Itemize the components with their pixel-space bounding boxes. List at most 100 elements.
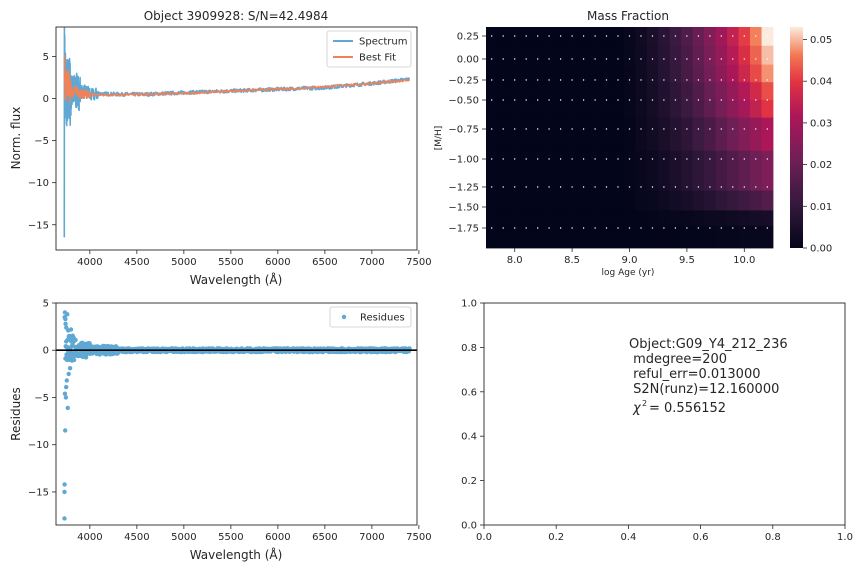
heatmap-cell	[497, 82, 510, 101]
heatmap-cell	[577, 225, 590, 249]
info-chi2-value: = 0.556152	[649, 401, 726, 416]
grid-node-dot	[766, 227, 768, 229]
grid-node-dot	[617, 158, 619, 160]
info-y-tick-label: 1.0	[461, 299, 477, 310]
heatmap-cell	[497, 64, 510, 83]
grid-node-dot	[548, 35, 550, 37]
grid-node-dot	[709, 79, 711, 81]
grid-node-dot	[628, 99, 631, 101]
heatmap-cell	[692, 210, 705, 227]
heatmap-cell	[727, 117, 739, 152]
heatmap-cell	[681, 210, 694, 227]
heatmap-cell	[715, 99, 728, 119]
heatmap-cell	[589, 82, 602, 101]
heatmap-cell	[554, 45, 567, 65]
grid-node-dot	[582, 158, 585, 160]
heatmap-cell	[704, 45, 716, 65]
heatmap-cell	[520, 225, 533, 249]
grid-node-dot	[502, 128, 504, 130]
grid-node-dot	[502, 79, 504, 81]
legend-residues-label: Residues	[360, 313, 405, 324]
heatmap-cell	[486, 99, 498, 119]
spectrum-plot-area	[63, 27, 411, 238]
residue-point	[62, 315, 67, 320]
heatmap-cell	[486, 117, 498, 152]
heatmap-cell	[623, 150, 636, 191]
info-x-ticks: 0.0 0.2 0.4 0.6 0.8 1.0	[476, 525, 853, 543]
residues-y-tick-label: −10	[28, 440, 49, 451]
grid-node-dot	[720, 58, 722, 60]
heatmap-cell	[520, 210, 533, 227]
grid-node-dot	[743, 58, 745, 60]
residues-y-label: Residues	[9, 387, 23, 441]
grid-node-dot	[571, 128, 573, 130]
heatmap-y-tick-label: −1.25	[448, 183, 479, 194]
grid-node-dot	[525, 99, 527, 101]
grid-node-dot	[491, 158, 493, 160]
grid-node-dot	[491, 35, 493, 37]
heatmap-y-tick-label: −1.50	[448, 203, 479, 214]
heatmap-cell	[761, 190, 774, 211]
grid-node-dot	[674, 35, 677, 37]
heatmap-cell	[486, 64, 498, 83]
grid-node-dot	[651, 128, 654, 130]
heatmap-cell	[577, 64, 590, 83]
grid-node-dot	[628, 35, 631, 37]
spectrum-x-tick-label: 7500	[406, 257, 431, 268]
spectrum-y-label: Norm. flux	[9, 107, 23, 170]
grid-node-dot	[491, 58, 493, 60]
grid-node-dot	[559, 128, 562, 130]
heatmap-cell	[646, 210, 659, 227]
grid-node-dot	[640, 35, 642, 37]
grid-node-dot	[651, 158, 654, 160]
spectrum-y-tick-label: 5	[43, 52, 49, 63]
heatmap-cell	[554, 150, 567, 191]
heatmap-y-tick-label: −1.75	[448, 224, 479, 235]
grid-node-dot	[582, 58, 585, 60]
grid-node-dot	[537, 227, 539, 229]
grid-node-dot	[640, 227, 642, 229]
grid-node-dot	[514, 35, 516, 37]
grid-node-dot	[732, 128, 734, 130]
info-y-tick-label: 0.6	[461, 387, 477, 398]
residues-plot-area	[56, 310, 417, 521]
colorbar-tick-label: 0.01	[810, 202, 832, 213]
heatmap-cell	[681, 117, 694, 152]
grid-node-dot	[743, 227, 745, 229]
grid-node-dot	[743, 158, 745, 160]
grid-node-dot	[582, 227, 585, 229]
grid-node-dot	[720, 158, 722, 160]
grid-node-dot	[674, 79, 677, 81]
grid-node-dot	[720, 128, 722, 130]
heatmap-cell	[508, 117, 521, 152]
grid-node-dot	[732, 58, 734, 60]
grid-node-dot	[548, 79, 550, 81]
heatmap-cell	[543, 225, 556, 249]
heatmap-cell	[669, 64, 682, 83]
heatmap-cell	[658, 45, 671, 65]
heatmap-cell	[761, 64, 774, 83]
grid-node-dot	[651, 79, 654, 81]
heatmap-y-tick-label: 0.25	[457, 32, 479, 43]
heatmap-cell	[531, 117, 544, 152]
heatmap-cell	[543, 82, 556, 101]
heatmap-cell	[635, 82, 648, 101]
heatmap-cell	[646, 150, 659, 191]
colorbar-tick-label: 0.04	[810, 77, 832, 88]
grid-node-dot	[640, 158, 642, 160]
heatmap-y-tick-label: −0.75	[448, 125, 479, 136]
grid-node-dot	[663, 79, 665, 81]
residues-y-tick-label: −15	[28, 487, 49, 498]
grid-node-dot	[720, 99, 722, 101]
heatmap-cell	[623, 225, 636, 249]
heatmap-cell	[681, 99, 694, 119]
grid-node-dot	[594, 158, 596, 160]
colorbar-tick-label: 0.02	[810, 160, 832, 171]
residue-point	[70, 338, 76, 343]
heatmap-cell	[715, 150, 728, 191]
heatmap-cell	[508, 64, 521, 83]
grid-node-dot	[743, 186, 745, 188]
heatmap-cell	[589, 64, 602, 83]
residue-point	[62, 516, 67, 521]
heatmap-cell	[623, 99, 636, 119]
